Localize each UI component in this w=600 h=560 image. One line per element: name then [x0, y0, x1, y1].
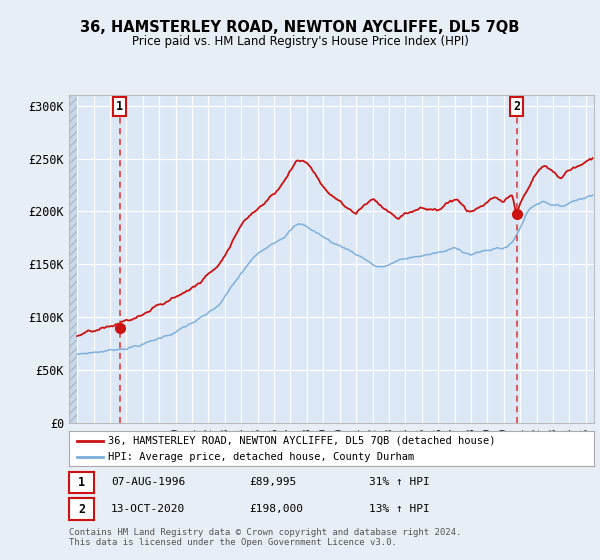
- Text: 2: 2: [78, 502, 85, 516]
- Text: £198,000: £198,000: [249, 504, 303, 514]
- Text: HPI: Average price, detached house, County Durham: HPI: Average price, detached house, Coun…: [109, 452, 415, 462]
- Text: Contains HM Land Registry data © Crown copyright and database right 2024.
This d: Contains HM Land Registry data © Crown c…: [69, 528, 461, 548]
- Bar: [69, 95, 77, 423]
- Text: 2: 2: [513, 100, 520, 113]
- Text: 13% ↑ HPI: 13% ↑ HPI: [369, 504, 430, 514]
- Text: 1: 1: [78, 475, 85, 489]
- Text: 07-AUG-1996: 07-AUG-1996: [111, 477, 185, 487]
- Text: 36, HAMSTERLEY ROAD, NEWTON AYCLIFFE, DL5 7QB: 36, HAMSTERLEY ROAD, NEWTON AYCLIFFE, DL…: [80, 20, 520, 35]
- Text: Price paid vs. HM Land Registry's House Price Index (HPI): Price paid vs. HM Land Registry's House …: [131, 35, 469, 48]
- Text: £89,995: £89,995: [249, 477, 296, 487]
- Text: 1: 1: [116, 100, 123, 113]
- Text: 13-OCT-2020: 13-OCT-2020: [111, 504, 185, 514]
- Text: 31% ↑ HPI: 31% ↑ HPI: [369, 477, 430, 487]
- Text: 36, HAMSTERLEY ROAD, NEWTON AYCLIFFE, DL5 7QB (detached house): 36, HAMSTERLEY ROAD, NEWTON AYCLIFFE, DL…: [109, 436, 496, 446]
